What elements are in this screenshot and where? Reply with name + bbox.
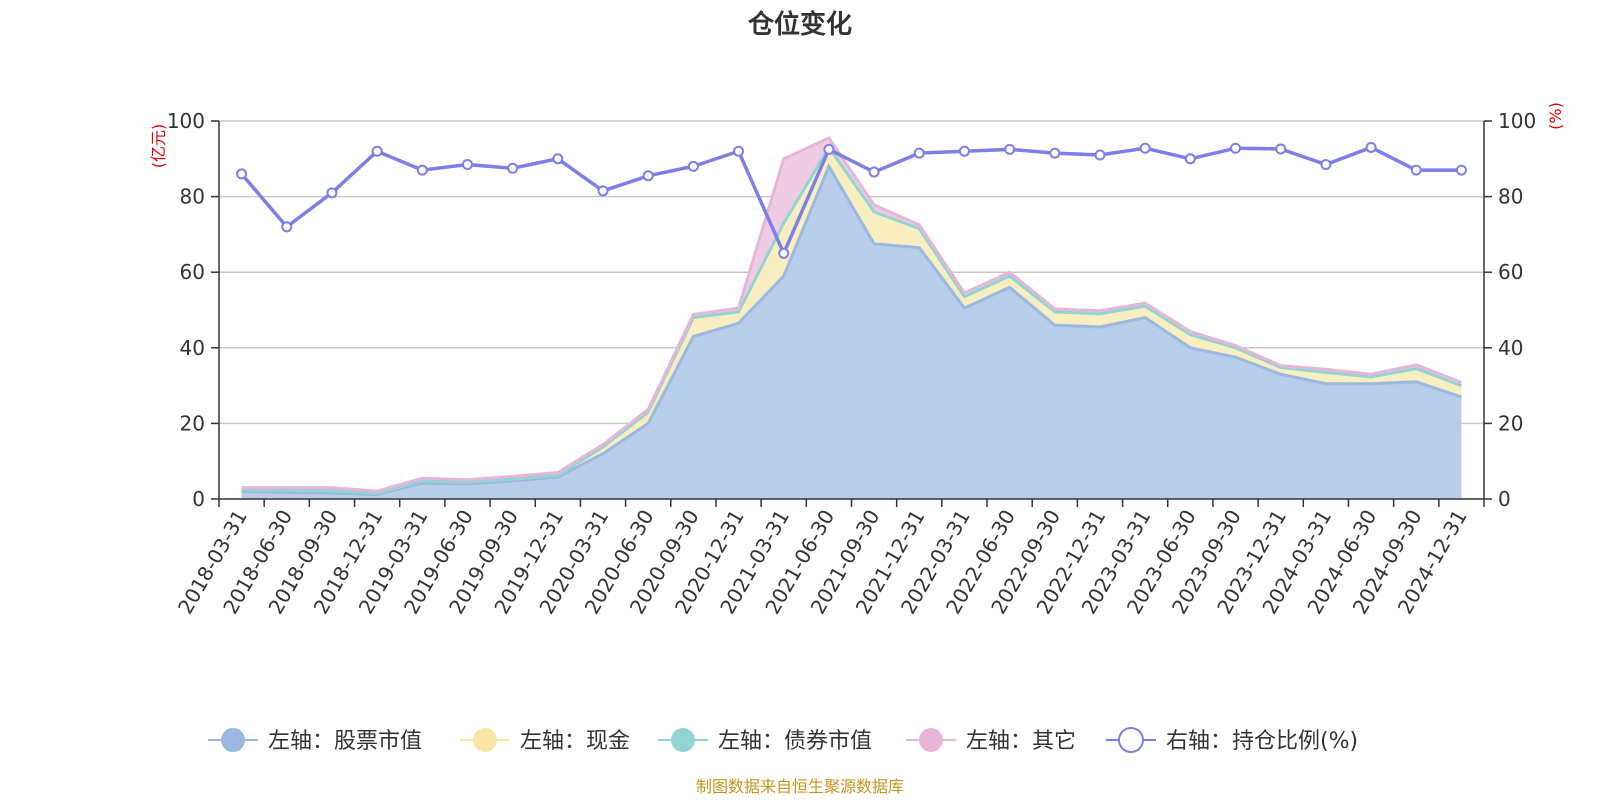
ratio-point [868,166,880,178]
legend-item-1: 左轴：股票市值 [208,728,422,754]
ratio-point [597,185,609,197]
ratio-point [1365,141,1377,153]
right-tick-label: 100 [1498,109,1536,133]
legend-label: 左轴：股票市值 [268,729,422,754]
ratio-point [371,145,383,157]
legend-item-2: 左轴：现金 [460,728,630,754]
ratio-point [1004,143,1016,155]
legend-item-4: 左轴：其它 [906,728,1076,754]
legend-label: 左轴：债券市值 [718,729,872,754]
area-edge-3 [241,144,1462,495]
x-axis-ticks: 2018-03-312018-06-302018-09-302018-12-31… [173,499,1485,618]
left-tick-label: 20 [180,411,205,435]
ratio-point [1230,142,1242,154]
left-tick-label: 0 [192,487,205,511]
holding-ratio-line [236,141,1467,259]
ratio-line-path [240,145,1462,258]
right-tick-label: 20 [1498,411,1523,435]
ratio-point [687,160,699,172]
ratio-point [326,187,338,199]
left-axis-ticks: 0 20 40 60 80 100 [167,109,219,511]
legend-item-5: 右轴：持仓比例(%) [1106,727,1358,754]
ratio-point [461,158,473,170]
data-source-note: 制图数据来自恒生聚源数据库 [696,777,904,796]
right-tick-label: 80 [1498,185,1523,209]
ratio-point [507,162,519,174]
ratio-point [1049,147,1061,159]
legend-item-3: 左轴：债券市值 [658,728,872,754]
ratio-point [1139,142,1151,154]
ratio-point [733,145,745,157]
area-edge-1 [241,162,1462,496]
left-tick-label: 40 [180,336,205,360]
right-tick-label: 0 [1498,487,1511,511]
legend-marker [1118,727,1144,753]
ratio-point [1410,164,1422,176]
legend-marker [221,728,245,752]
left-tick-label: 60 [180,260,205,284]
ratio-point [1455,164,1467,176]
ratio-point [416,164,428,176]
left-axis-unit: (亿元) [149,124,168,169]
left-tick-label: 100 [167,109,205,133]
legend-marker [919,728,943,752]
ratio-point [281,221,293,233]
right-tick-label: 40 [1498,336,1523,360]
ratio-point [1320,158,1332,170]
stacked-areas [241,136,1462,500]
ratio-point [236,168,248,180]
legend-marker [671,728,695,752]
ratio-point [778,247,790,259]
ratio-point [642,170,654,182]
ratio-point [1094,149,1106,161]
legend-marker [473,728,497,752]
ratio-point [552,153,564,165]
right-tick-label: 60 [1498,260,1523,284]
ratio-point [823,143,835,155]
legend-label: 左轴：现金 [520,729,630,754]
left-tick-label: 80 [180,185,205,209]
right-axis-unit: (%) [1546,102,1565,130]
legend: 左轴：股票市值 左轴：现金 左轴：债券市值 左轴：其它 右轴：持仓比例(%) [208,727,1358,754]
chart-title: 仓位变化 [747,9,852,40]
legend-label: 左轴：其它 [966,729,1076,754]
right-axis-ticks: 0 20 40 60 80 100 [1484,109,1536,511]
legend-label: 右轴：持仓比例(%) [1166,729,1358,754]
ratio-point [1184,153,1196,165]
ratio-point [913,147,925,159]
area-edge-4 [241,136,1462,493]
area-1 [241,166,1462,500]
ratio-point [958,145,970,157]
ratio-point [1275,143,1287,155]
